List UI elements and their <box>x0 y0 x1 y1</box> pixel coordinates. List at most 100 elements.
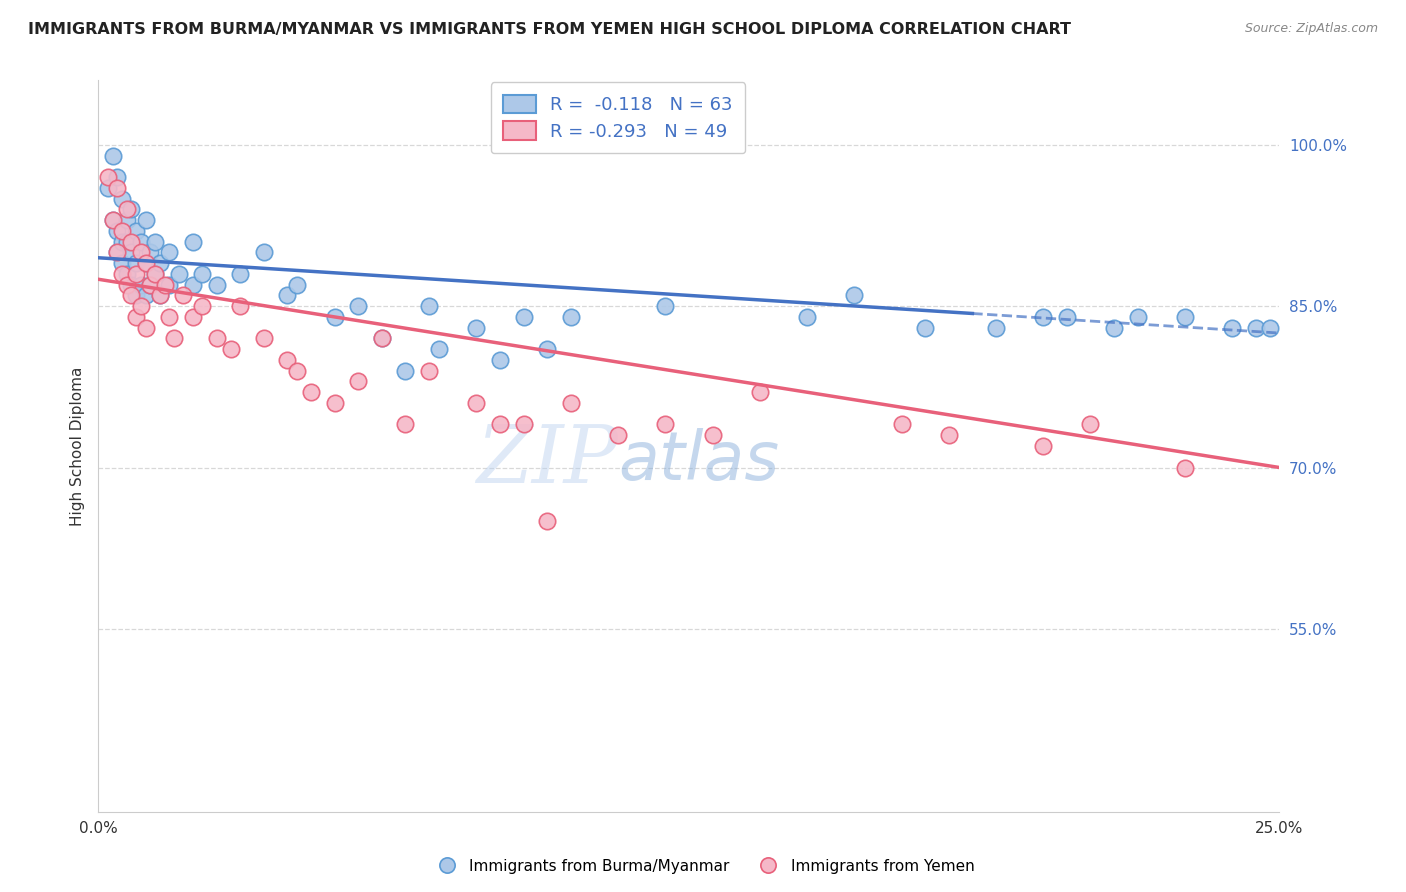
Point <box>371 331 394 345</box>
Legend: R =  -0.118   N = 63, R = -0.293   N = 49: R = -0.118 N = 63, R = -0.293 N = 49 <box>491 82 745 153</box>
Point <box>489 417 512 432</box>
Point <box>276 353 298 368</box>
Point <box>285 364 308 378</box>
Point <box>121 245 143 260</box>
Point <box>1102 320 1125 334</box>
Point <box>149 256 172 270</box>
Point <box>115 277 138 292</box>
Point <box>844 288 866 302</box>
Text: IMMIGRANTS FROM BURMA/MYANMAR VS IMMIGRANTS FROM YEMEN HIGH SCHOOL DIPLOMA CORRE: IMMIGRANTS FROM BURMA/MYANMAR VS IMMIGRA… <box>28 22 1071 37</box>
Point <box>139 277 162 292</box>
Point <box>129 235 152 249</box>
Point <box>101 213 124 227</box>
Point <box>914 320 936 334</box>
Point <box>105 245 128 260</box>
Point <box>111 235 134 249</box>
Text: ZIP: ZIP <box>477 422 619 500</box>
Point <box>139 245 162 260</box>
Point <box>702 428 724 442</box>
Point <box>427 342 450 356</box>
Point <box>111 192 134 206</box>
Point <box>1032 439 1054 453</box>
Point <box>105 224 128 238</box>
Point <box>163 331 186 345</box>
Point <box>143 267 166 281</box>
Point <box>167 267 190 281</box>
Point <box>181 235 204 249</box>
Point <box>512 417 534 432</box>
Point <box>105 181 128 195</box>
Point <box>276 288 298 302</box>
Point <box>181 310 204 324</box>
Point <box>111 256 134 270</box>
Point <box>418 299 440 313</box>
Point <box>153 277 176 292</box>
Point <box>149 288 172 302</box>
Point <box>121 288 143 302</box>
Point <box>890 417 912 432</box>
Point <box>157 245 180 260</box>
Point <box>97 170 120 185</box>
Point <box>97 181 120 195</box>
Point <box>323 396 346 410</box>
Point <box>129 299 152 313</box>
Point <box>181 277 204 292</box>
Point <box>105 170 128 185</box>
Point <box>560 396 582 410</box>
Point <box>984 320 1007 334</box>
Point <box>121 202 143 217</box>
Point <box>157 310 180 324</box>
Point <box>125 310 148 324</box>
Point <box>121 235 143 249</box>
Point <box>101 148 124 162</box>
Text: atlas: atlas <box>619 427 779 493</box>
Point <box>536 342 558 356</box>
Point <box>111 267 134 281</box>
Point <box>285 277 308 292</box>
Point <box>229 299 252 313</box>
Point <box>191 267 214 281</box>
Point <box>121 277 143 292</box>
Point <box>654 299 676 313</box>
Text: Source: ZipAtlas.com: Source: ZipAtlas.com <box>1244 22 1378 36</box>
Point <box>157 277 180 292</box>
Point <box>135 288 157 302</box>
Point <box>1174 310 1197 324</box>
Point <box>149 288 172 302</box>
Point <box>394 417 416 432</box>
Point <box>1080 417 1102 432</box>
Point <box>125 256 148 270</box>
Point <box>347 299 370 313</box>
Point <box>135 213 157 227</box>
Point <box>205 277 228 292</box>
Point <box>748 385 770 400</box>
Point <box>139 277 162 292</box>
Point <box>1032 310 1054 324</box>
Point <box>253 331 276 345</box>
Point <box>938 428 960 442</box>
Point <box>219 342 242 356</box>
Point <box>125 267 148 281</box>
Point <box>796 310 818 324</box>
Point <box>465 320 488 334</box>
Point <box>143 235 166 249</box>
Point <box>299 385 322 400</box>
Point <box>347 375 370 389</box>
Legend: Immigrants from Burma/Myanmar, Immigrants from Yemen: Immigrants from Burma/Myanmar, Immigrant… <box>425 853 981 880</box>
Point <box>115 267 138 281</box>
Point <box>115 235 138 249</box>
Point <box>323 310 346 324</box>
Point <box>465 396 488 410</box>
Point <box>143 267 166 281</box>
Point <box>229 267 252 281</box>
Point <box>105 245 128 260</box>
Point <box>1174 460 1197 475</box>
Y-axis label: High School Diploma: High School Diploma <box>69 367 84 525</box>
Point <box>172 288 194 302</box>
Point <box>1056 310 1078 324</box>
Point <box>1258 320 1281 334</box>
Point <box>489 353 512 368</box>
Point <box>129 245 152 260</box>
Point <box>418 364 440 378</box>
Point <box>253 245 276 260</box>
